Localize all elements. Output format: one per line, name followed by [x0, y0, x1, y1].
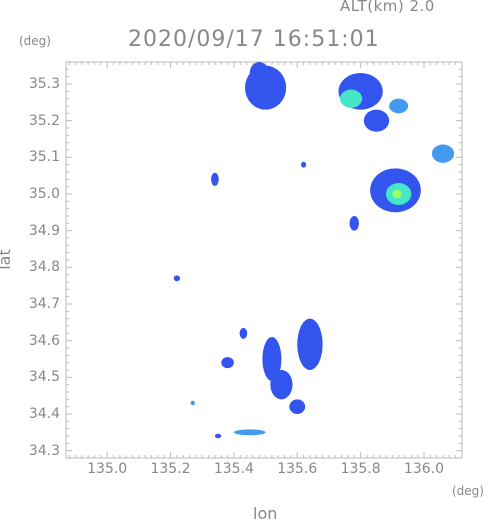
- echo-cell: [363, 109, 390, 132]
- x-tick-label: 135.2: [150, 461, 191, 477]
- echo-cell: [221, 357, 234, 369]
- echo-cell: [389, 98, 409, 114]
- echo-cell: [392, 189, 402, 199]
- y-tick-label: 34.3: [28, 442, 60, 459]
- echo-cell: [239, 327, 248, 339]
- echo-cell: [262, 337, 282, 381]
- x-tick-label: 135.0: [87, 461, 128, 477]
- x-axis-title: lon: [253, 504, 278, 523]
- lat-unit-label: (deg): [19, 34, 51, 48]
- y-tick-label: 34.6: [28, 332, 60, 349]
- y-tick-label: 35.0: [28, 186, 60, 202]
- x-tick-label: 135.6: [277, 461, 318, 477]
- echo-cell: [289, 399, 306, 414]
- y-tick-label: 34.4: [28, 406, 60, 422]
- echo-cell: [431, 144, 455, 163]
- x-tick-label: 135.4: [213, 461, 254, 477]
- echo-cell: [297, 318, 323, 371]
- echo-cell: [340, 89, 363, 108]
- y-tick-label: 35.1: [28, 149, 60, 166]
- echo-cell: [301, 161, 307, 168]
- echo-cell: [270, 370, 293, 400]
- y-tick-label: 34.7: [28, 296, 60, 312]
- echo-cell: [349, 216, 360, 231]
- plot-frame: [65, 61, 463, 459]
- timestamp-title: 2020/09/17 16:51:01: [128, 27, 380, 52]
- y-tick-label: 34.8: [28, 259, 60, 276]
- echo-cell: [249, 62, 269, 84]
- echo-cell: [214, 433, 222, 439]
- y-tick-label: 34.5: [28, 369, 60, 386]
- altitude-label: ALT(km) 2.0: [340, 0, 435, 15]
- axis-ticks: [66, 62, 462, 459]
- echo-cell: [190, 400, 195, 406]
- y-tick-label: 35.2: [28, 112, 60, 129]
- radar-echoes: [173, 62, 455, 439]
- echo-cell: [211, 172, 219, 186]
- x-tick-label: 135.8: [340, 461, 381, 477]
- x-tick-label: 136.0: [403, 461, 445, 477]
- y-tick-label: 35.3: [28, 76, 60, 92]
- lon-unit-label: (deg): [452, 484, 484, 498]
- echo-cell: [173, 275, 181, 282]
- echo-cell: [233, 429, 266, 436]
- y-tick-label: 34.9: [28, 222, 60, 239]
